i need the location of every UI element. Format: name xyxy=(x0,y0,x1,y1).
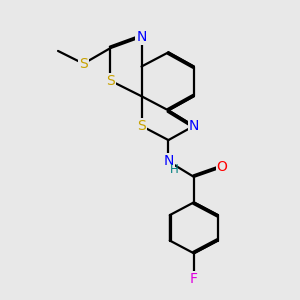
Text: F: F xyxy=(190,272,198,286)
Text: N: N xyxy=(136,30,147,44)
Text: S: S xyxy=(106,74,115,88)
Text: N: N xyxy=(163,154,174,168)
Text: N: N xyxy=(189,119,199,133)
Text: S: S xyxy=(79,57,88,71)
Text: O: O xyxy=(217,160,228,174)
Text: S: S xyxy=(137,119,146,133)
Text: H: H xyxy=(170,163,179,176)
